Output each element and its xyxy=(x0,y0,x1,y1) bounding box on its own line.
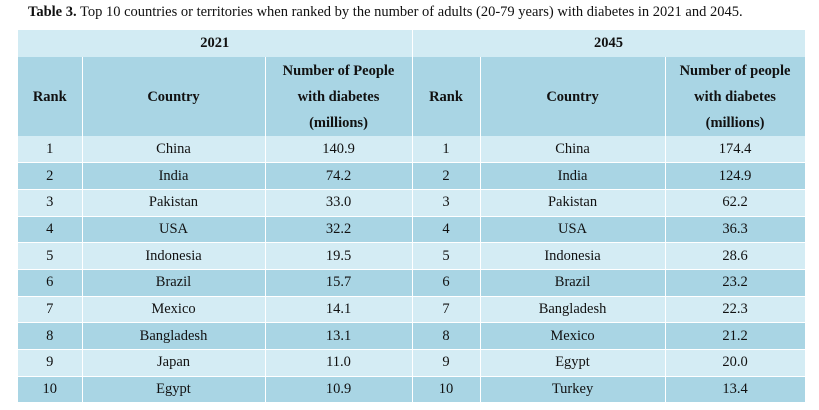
table-cell: 62.2 xyxy=(665,189,806,217)
table-cell: 10.9 xyxy=(265,376,413,404)
table-cell: 9 xyxy=(412,349,481,377)
table-cell: China xyxy=(480,136,666,164)
table-cell: 33.0 xyxy=(265,189,413,217)
table-cell: Turkey xyxy=(480,376,666,404)
table-cell: 2 xyxy=(18,162,83,190)
table-cell: 23.2 xyxy=(665,269,806,297)
header-line: with diabetes xyxy=(694,88,776,105)
table-cell: 8 xyxy=(412,322,481,350)
table-cell: 5 xyxy=(18,242,83,270)
diabetes-table: 2021 2045 Rank Country Number of People wit… xyxy=(18,30,806,404)
table-row: 9 Japan 11.0 9 Egypt 20.0 xyxy=(18,349,806,377)
table-row: 2 India 74.2 2 India 124.9 xyxy=(18,162,806,190)
table-body: 1 China 140.9 1 China 174.4 2 India 74.2 2 India 12… xyxy=(18,136,806,404)
table-cell: 13.4 xyxy=(665,376,806,404)
year-header: 2045 xyxy=(412,30,806,57)
column-header: Rank xyxy=(412,57,481,136)
column-header: Number of people with diabetes (millions) xyxy=(665,57,806,136)
table-row: 1 China 140.9 1 China 174.4 xyxy=(18,136,806,164)
table-row: 8 Bangladesh 13.1 8 Mexico 21.2 xyxy=(18,322,806,350)
table-cell: 28.6 xyxy=(665,242,806,270)
table-row: 3 Pakistan 33.0 3 Pakistan 62.2 xyxy=(18,189,806,217)
table-cell: Bangladesh xyxy=(82,322,266,350)
table-cell: 6 xyxy=(412,269,481,297)
table-cell: 9 xyxy=(18,349,83,377)
header-line: Number of People xyxy=(282,62,395,79)
table-cell: Bangladesh xyxy=(480,296,666,324)
table-cell: 1 xyxy=(18,136,83,164)
table-cell: 20.0 xyxy=(665,349,806,377)
header-line: (millions) xyxy=(705,114,765,131)
table-row: 10 Egypt 10.9 10 Turkey 13.4 xyxy=(18,376,806,404)
header-line: with diabetes xyxy=(297,88,380,105)
table-cell: 10 xyxy=(412,376,481,404)
table-cell: 140.9 xyxy=(265,136,413,164)
header-line: (millions) xyxy=(309,114,368,131)
table-cell: USA xyxy=(480,216,666,244)
year-row: 2021 2045 xyxy=(18,30,806,57)
table-cell: 3 xyxy=(412,189,481,217)
table-cell: USA xyxy=(82,216,266,244)
table-cell: Indonesia xyxy=(82,242,266,270)
table-cell: India xyxy=(82,162,266,190)
table-cell: 7 xyxy=(412,296,481,324)
table-cell: 124.9 xyxy=(665,162,806,190)
table-cell: 6 xyxy=(18,269,83,297)
table-cell: 7 xyxy=(18,296,83,324)
table-cell: 4 xyxy=(18,216,83,244)
table-row: 5 Indonesia 19.5 5 Indonesia 28.6 xyxy=(18,242,806,270)
header-line: Rank xyxy=(32,88,67,105)
caption: Table 3. Top 10 countries or territories… xyxy=(28,4,743,21)
table-row: 7 Mexico 14.1 7 Bangladesh 22.3 xyxy=(18,296,806,324)
table-cell: China xyxy=(82,136,266,164)
table-cell: 174.4 xyxy=(665,136,806,164)
header-row: Rank Country Number of People with diabetes… xyxy=(18,57,806,136)
column-header: Rank xyxy=(18,57,83,136)
column-header: Country xyxy=(480,57,666,136)
table-cell: Mexico xyxy=(480,322,666,350)
table-cell: Egypt xyxy=(480,349,666,377)
table-cell: 5 xyxy=(412,242,481,270)
table-cell: 74.2 xyxy=(265,162,413,190)
table-cell: 2 xyxy=(412,162,481,190)
table-cell: 1 xyxy=(412,136,481,164)
caption-text: Top 10 countries or territories when ran… xyxy=(80,4,743,20)
column-header: Country xyxy=(82,57,266,136)
table-row: 4 USA 32.2 4 USA 36.3 xyxy=(18,216,806,244)
header-line: Rank xyxy=(429,88,463,105)
table-cell: 32.2 xyxy=(265,216,413,244)
table-cell: 36.3 xyxy=(665,216,806,244)
header-line: Country xyxy=(147,88,200,105)
header-line: Number of people xyxy=(679,62,791,79)
table-cell: 22.3 xyxy=(665,296,806,324)
table-cell: 8 xyxy=(18,322,83,350)
table-cell: 11.0 xyxy=(265,349,413,377)
year-header: 2021 xyxy=(18,30,413,57)
table-cell: 19.5 xyxy=(265,242,413,270)
table-cell: 13.1 xyxy=(265,322,413,350)
table-cell: Brazil xyxy=(480,269,666,297)
table-cell: Japan xyxy=(82,349,266,377)
table-cell: 10 xyxy=(18,376,83,404)
table-cell: Pakistan xyxy=(480,189,666,217)
table-cell: Mexico xyxy=(82,296,266,324)
header-line: Country xyxy=(546,88,599,105)
table-cell: Indonesia xyxy=(480,242,666,270)
table-row: 6 Brazil 15.7 6 Brazil 23.2 xyxy=(18,269,806,297)
table-cell: 4 xyxy=(412,216,481,244)
table-cell: 3 xyxy=(18,189,83,217)
column-header: Number of People with diabetes (millions) xyxy=(265,57,413,136)
table-cell: 14.1 xyxy=(265,296,413,324)
caption-label: Table 3. xyxy=(28,4,77,20)
table-cell: Brazil xyxy=(82,269,266,297)
table-cell: Egypt xyxy=(82,376,266,404)
table-cell: India xyxy=(480,162,666,190)
table-cell: 15.7 xyxy=(265,269,413,297)
table-cell: Pakistan xyxy=(82,189,266,217)
table-cell: 21.2 xyxy=(665,322,806,350)
